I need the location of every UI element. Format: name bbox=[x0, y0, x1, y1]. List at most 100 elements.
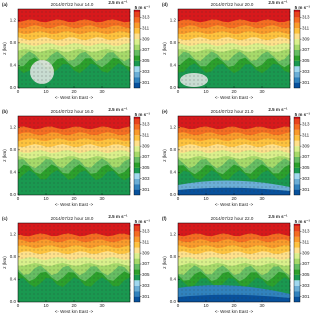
x-tick-label: 20 bbox=[231, 196, 237, 201]
x-tick-label: 10 bbox=[43, 303, 49, 308]
vector-key: 2.5 m s⁻¹ bbox=[108, 0, 128, 5]
colorbar-swatch bbox=[134, 264, 140, 270]
colorbar-swatch bbox=[134, 10, 140, 12]
panel-title: 2014/07/22 hour 20.0 bbox=[211, 2, 254, 7]
colorbar-frame bbox=[293, 116, 301, 196]
colorbar-swatch bbox=[294, 167, 300, 174]
colorbar-swatch bbox=[294, 71, 300, 78]
x-axis-label: <- West km East -> bbox=[55, 309, 94, 314]
colorbar-swatch bbox=[294, 184, 300, 190]
colorbar-swatch bbox=[294, 17, 300, 23]
colorbar-swatch bbox=[134, 146, 140, 152]
y-axis-label: z (km) bbox=[2, 149, 7, 162]
field-band bbox=[18, 116, 130, 130]
colorbar-tick-label: 309 bbox=[302, 36, 310, 41]
colorbar-tick-label: 303 bbox=[302, 283, 310, 288]
colorbar-tick-label: 313 bbox=[302, 15, 310, 20]
x-tick-label: 0 bbox=[17, 196, 20, 201]
colorbar-swatch bbox=[294, 50, 300, 56]
colorbar-tick-label: 311 bbox=[142, 239, 150, 244]
colorbar-tick-label: 307 bbox=[142, 261, 150, 266]
colorbar-swatch bbox=[134, 157, 140, 163]
colorbar-swatch bbox=[134, 269, 140, 275]
colorbar-swatch bbox=[134, 242, 140, 248]
y-tick-label: 0.8 bbox=[10, 40, 17, 45]
colorbar-swatch bbox=[134, 50, 140, 56]
colorbar-tick-label: 307 bbox=[302, 154, 310, 159]
x-tick-label: 30 bbox=[99, 196, 105, 201]
colorbar-tick-label: 301 bbox=[302, 294, 310, 299]
colorbar-tick-label: 307 bbox=[142, 47, 150, 52]
colorbar-swatch bbox=[134, 173, 140, 179]
y-tick-label: 0.0 bbox=[170, 192, 177, 197]
colorbar-swatch bbox=[134, 247, 140, 254]
y-tick-label: 0.4 bbox=[10, 277, 17, 282]
colorbar-swatch bbox=[294, 242, 300, 248]
panel-title: 2014/07/22 hour 16.0 bbox=[51, 109, 94, 114]
colorbar-tick-label: 301 bbox=[302, 80, 310, 85]
colorbar-swatch bbox=[294, 291, 300, 297]
colorbar-tick-label: 309 bbox=[142, 143, 150, 148]
colorbar-swatch bbox=[134, 33, 140, 40]
x-tick-label: 30 bbox=[259, 303, 265, 308]
colorbar-tick-label: 305 bbox=[302, 165, 310, 170]
colorbar-swatch bbox=[294, 178, 300, 185]
colorbar-swatch bbox=[134, 167, 140, 174]
colorbar-swatch bbox=[134, 231, 140, 237]
colorbar-swatch bbox=[134, 44, 140, 50]
colorbar-swatch bbox=[294, 231, 300, 237]
colorbar-frame bbox=[293, 223, 301, 303]
y-tick-label: 0.4 bbox=[170, 277, 177, 282]
vector-key: 5 m s⁻¹ bbox=[295, 5, 311, 10]
field-band bbox=[18, 223, 130, 237]
colorbar-tick-label: 303 bbox=[142, 176, 150, 181]
colorbar-swatch bbox=[134, 184, 140, 190]
colorbar-swatch bbox=[134, 22, 140, 29]
colorbar-swatch bbox=[294, 60, 300, 67]
y-tick-label: 0.8 bbox=[170, 40, 177, 45]
colorbar-tick-label: 309 bbox=[142, 250, 150, 255]
colorbar-tick-label: 303 bbox=[302, 69, 310, 74]
panel-label: (a) bbox=[2, 2, 8, 7]
colorbar-swatch bbox=[294, 12, 300, 18]
panel-label: (e) bbox=[162, 109, 168, 114]
colorbar-swatch bbox=[134, 66, 140, 72]
colorbar-swatch bbox=[294, 269, 300, 275]
colorbar-swatch bbox=[134, 39, 140, 45]
colorbar-swatch bbox=[134, 82, 140, 88]
colorbar-swatch bbox=[294, 39, 300, 45]
field-band bbox=[178, 116, 290, 130]
y-tick-label: 1.2 bbox=[170, 17, 177, 22]
panel-label: (d) bbox=[162, 2, 168, 7]
colorbar-swatch bbox=[134, 274, 140, 281]
colorbar-swatch bbox=[134, 226, 140, 232]
vector-key: 2.5 m s⁻¹ bbox=[268, 214, 288, 219]
colorbar-swatch bbox=[294, 258, 300, 264]
colorbar-swatch bbox=[134, 55, 140, 61]
panel-label: (b) bbox=[2, 109, 8, 114]
colorbar-tick-label: 305 bbox=[302, 272, 310, 277]
x-tick-label: 30 bbox=[259, 89, 265, 94]
panel-label: (c) bbox=[2, 216, 8, 221]
colorbar-swatch bbox=[134, 117, 140, 119]
colorbar-swatch bbox=[294, 33, 300, 40]
y-tick-label: 0.8 bbox=[170, 147, 177, 152]
y-tick-label: 1.2 bbox=[10, 17, 17, 22]
colorbar-swatch bbox=[294, 77, 300, 83]
colorbar-swatch bbox=[294, 157, 300, 163]
colorbar-tick-label: 311 bbox=[302, 25, 310, 30]
colorbar-tick-label: 303 bbox=[142, 69, 150, 74]
colorbar-tick-label: 311 bbox=[142, 132, 150, 137]
colorbar-swatch bbox=[294, 124, 300, 130]
y-axis-label: z (km) bbox=[162, 256, 167, 269]
vector-key: 5 m s⁻¹ bbox=[135, 5, 151, 10]
y-tick-label: 1.2 bbox=[10, 124, 17, 129]
colorbar-tick-label: 309 bbox=[302, 143, 310, 148]
x-axis-label: <- West km East -> bbox=[215, 95, 254, 100]
colorbar-swatch bbox=[294, 285, 300, 292]
vector-key: 2.5 m s⁻¹ bbox=[268, 107, 288, 112]
colorbar-frame bbox=[133, 9, 141, 89]
colorbar-tick-label: 305 bbox=[142, 58, 150, 63]
colorbar-tick-label: 301 bbox=[142, 294, 150, 299]
vector-key: 5 m s⁻¹ bbox=[135, 219, 151, 224]
